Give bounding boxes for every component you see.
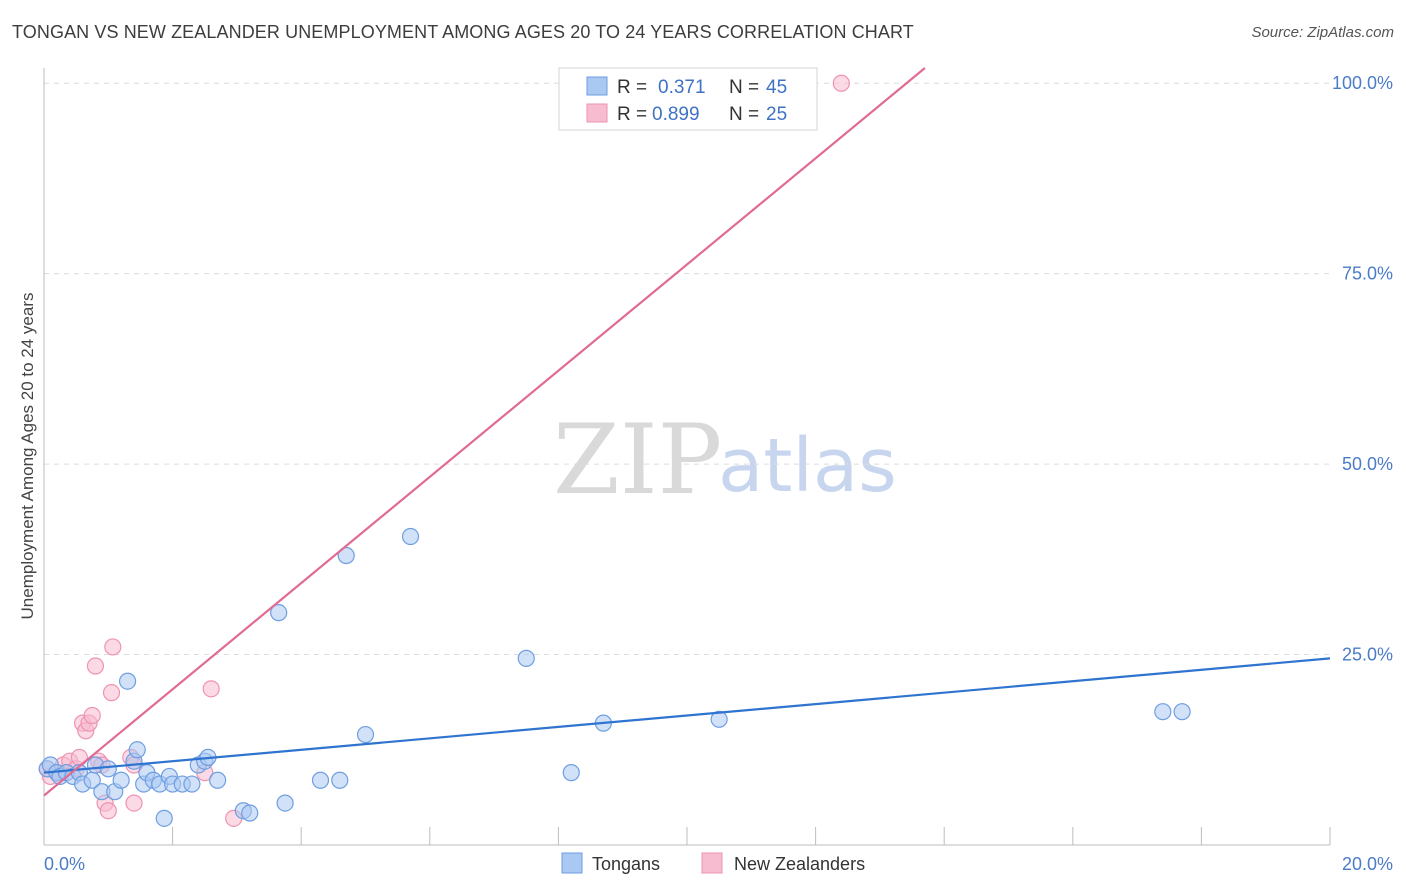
tongans-point-29 [209,771,227,789]
new-zealanders-point-10 [83,706,101,725]
y-tick-label-75: 75.0% [1342,264,1393,284]
tongans-point-16 [128,741,146,759]
tongans-point-14 [118,672,137,690]
y-tick-labels: 25.0% 50.0% 75.0% 100.0% [1332,73,1393,664]
legend-r-label-new-zealanders: R = [617,104,647,125]
new-zealanders-point-17 [104,638,122,656]
watermark-zip: ZIP [553,404,722,516]
tongans-point-25 [183,775,201,793]
y-tick-label-50: 50.0% [1342,454,1393,474]
new-zealanders-point-15 [99,802,117,820]
tongans-point-32 [270,604,288,622]
tongans-point-21 [155,809,173,827]
new-zealanders-point-24 [832,74,850,92]
series-tongans-points [38,527,1191,827]
legend-n-label-new-zealanders: N = [729,104,759,125]
watermark: ZIP atlas [553,404,897,516]
legend-r-value-new-zealanders: 0.899 [652,104,700,125]
legend-r-label-tongans: R = [617,77,647,98]
y-tick-label-100: 100.0% [1332,73,1393,93]
tongans-point-36 [337,546,355,565]
tongans-point-11 [99,760,117,778]
tongans-point-35 [331,771,349,789]
legend-swatch-new-zealanders [586,103,608,123]
y-tick-label-25: 25.0% [1342,645,1393,665]
tongans-point-42 [710,710,728,728]
watermark-atlas: atlas [718,423,897,509]
legend-n-label-tongans: N = [729,77,759,98]
legend-n-value-new-zealanders: 25 [766,104,787,125]
tongans-point-34 [311,771,330,789]
y-axis-label: Unemployment Among Ages 20 to 24 years [18,293,37,620]
tongans-point-44 [1173,703,1191,721]
chart-title: TONGAN VS NEW ZEALANDER UNEMPLOYMENT AMO… [12,22,914,42]
trend-line-new-zealanders [43,67,926,797]
series-legend: Tongans New Zealanders [561,852,865,874]
tongans-point-40 [562,764,580,782]
new-zealanders-point-20 [125,794,143,812]
legend-r-value-tongans: 0.371 [658,77,706,98]
trend-lines [43,67,1331,797]
new-zealanders-point-22 [202,680,220,698]
bottom-legend-label-tongans: Tongans [592,854,660,874]
x-tick-label-min: 0.0% [44,854,85,874]
legend-swatch-tongans [586,76,608,96]
tongans-point-38 [401,527,420,546]
legend-n-value-tongans: 45 [766,77,787,98]
bottom-legend-swatch-new-zealanders [701,852,723,874]
tongans-point-37 [356,725,375,744]
source-label: Source: ZipAtlas.com [1251,24,1394,41]
tongans-point-31 [241,804,259,822]
new-zealanders-point-16 [102,684,121,702]
bottom-legend-label-new-zealanders: New Zealanders [734,854,865,874]
tongans-point-39 [517,649,535,667]
x-ticks [172,827,1331,845]
new-zealanders-point-11 [86,657,105,675]
trend-line-tongans [43,657,1331,774]
tongans-point-13 [112,771,130,789]
tongans-point-33 [276,794,294,812]
gridlines [44,82,1330,656]
stats-legend: R = 0.371 N = 45 R = 0.899 N = 25 [558,67,818,131]
bottom-legend-swatch-tongans [561,852,583,874]
x-tick-label-max: 20.0% [1342,854,1393,874]
tongans-point-43 [1154,703,1172,721]
